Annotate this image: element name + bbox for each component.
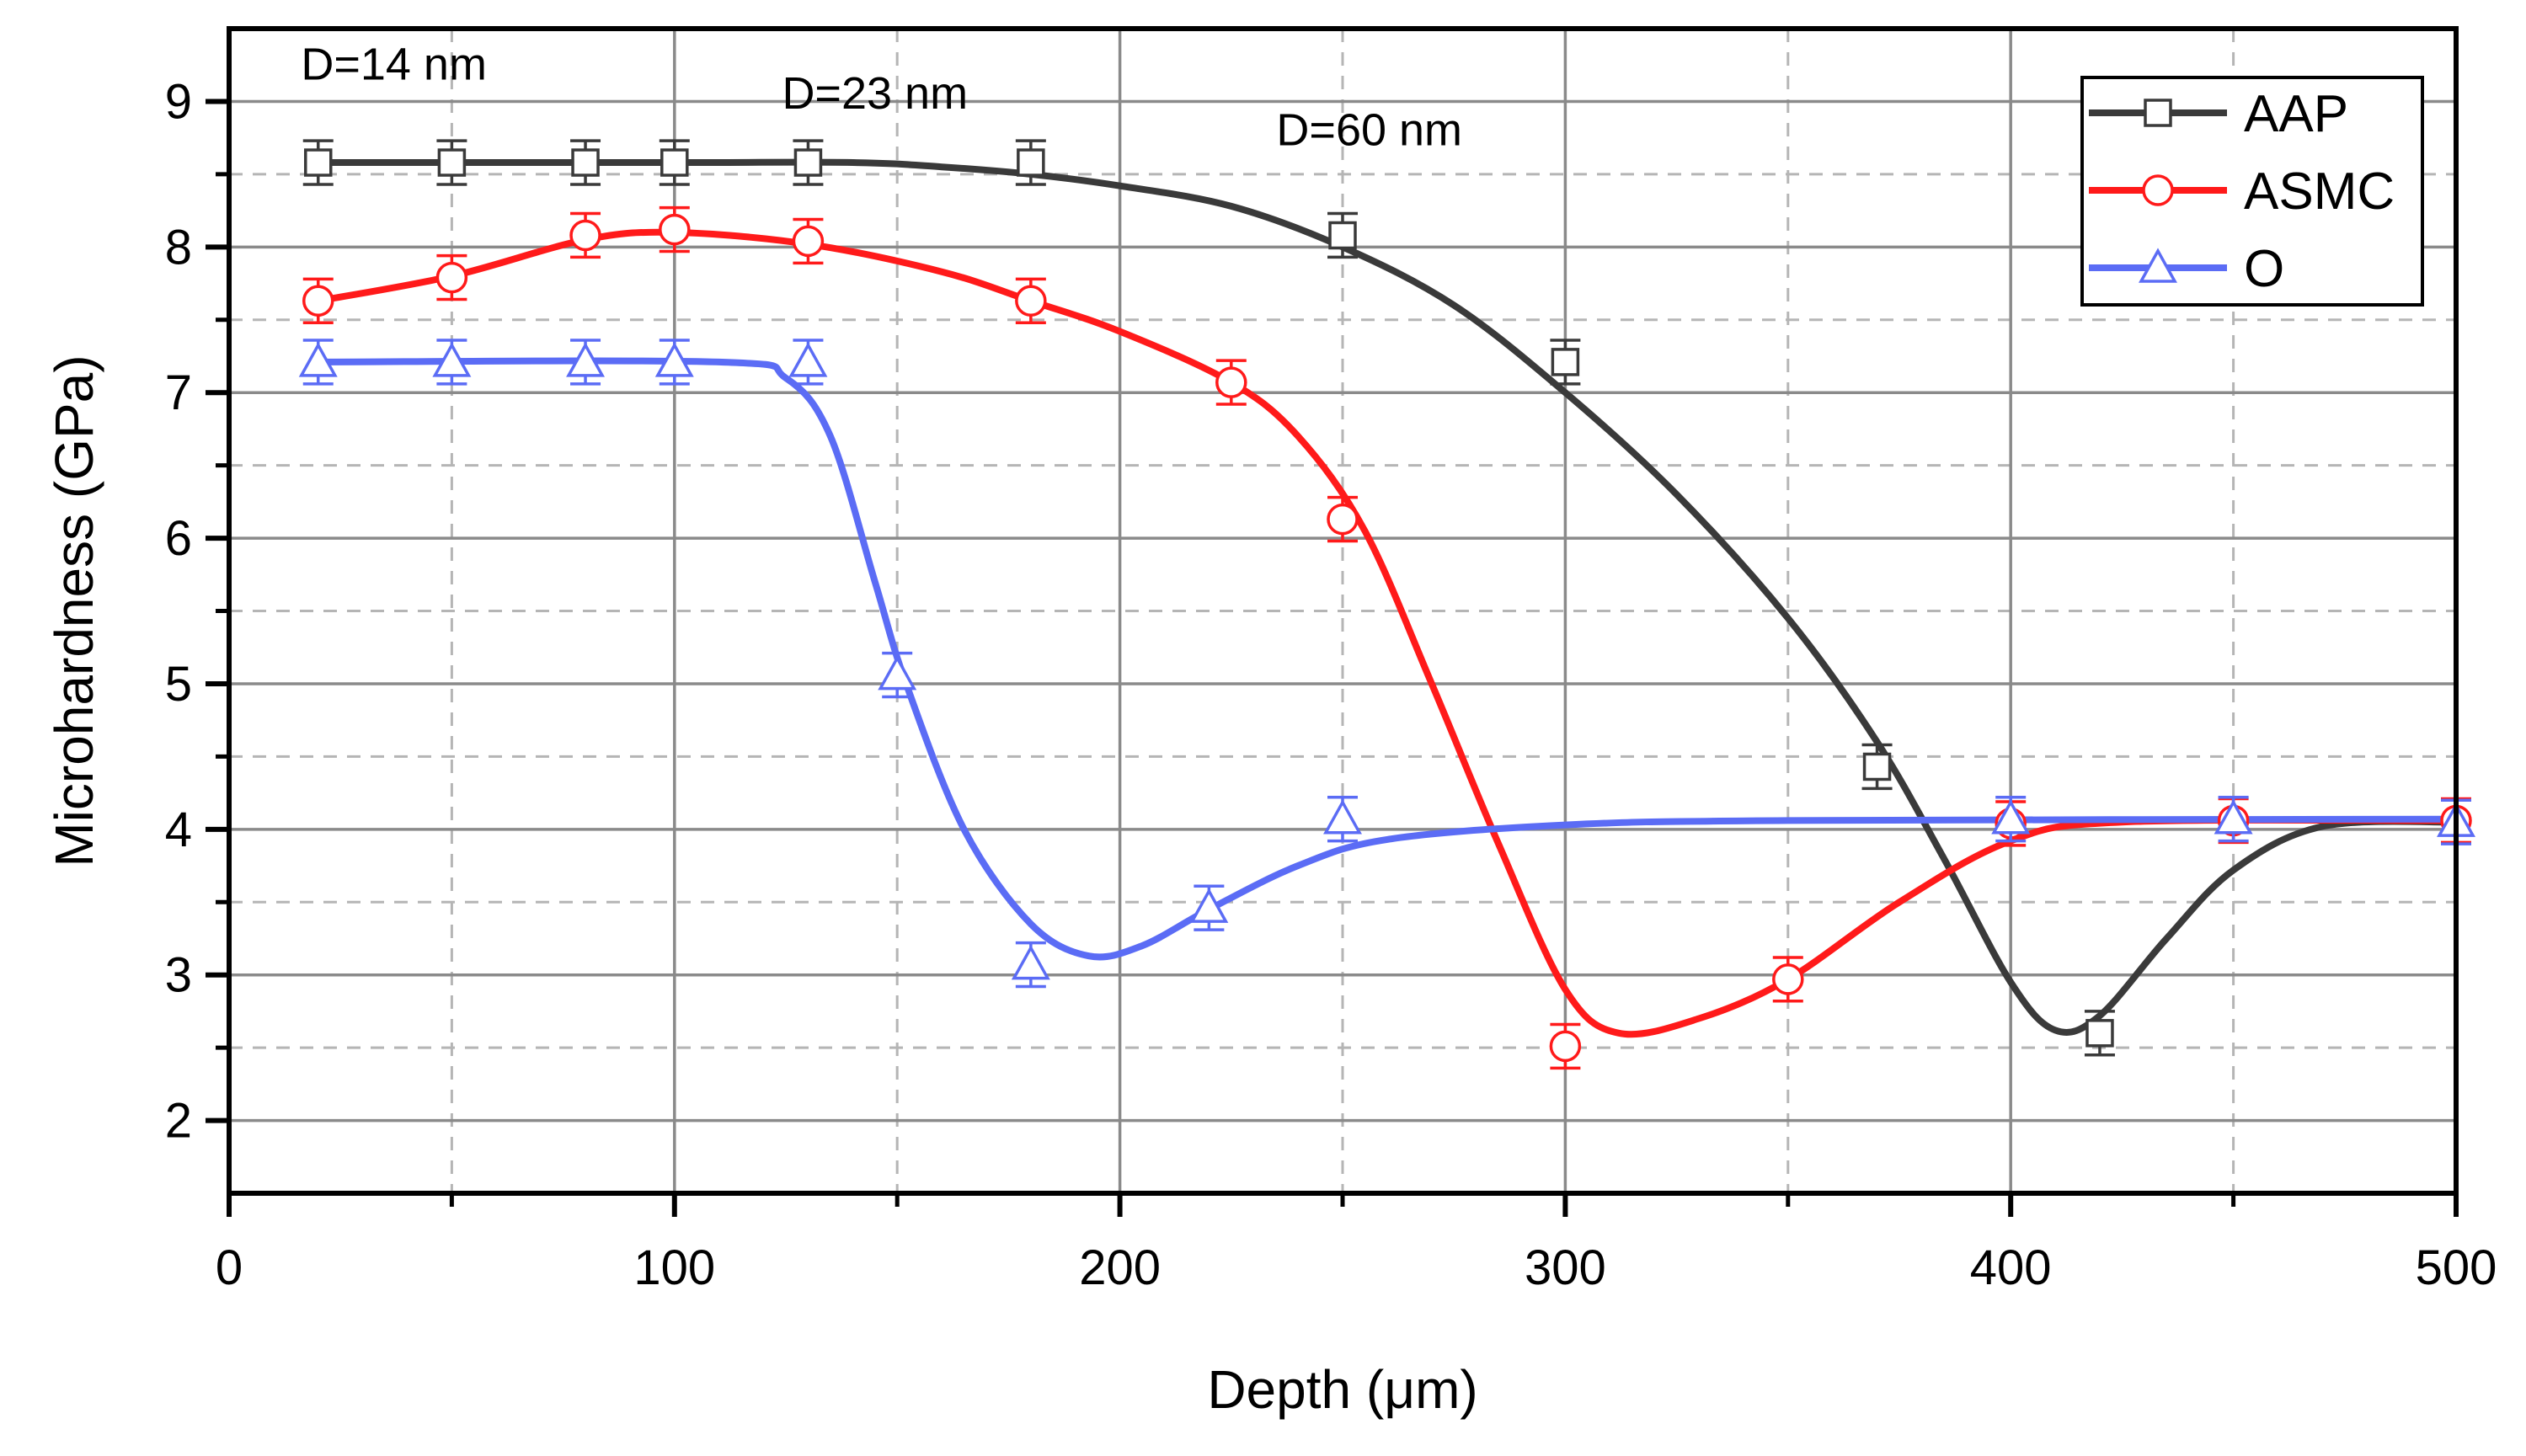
data-point-o — [298, 339, 338, 386]
marker-square — [1551, 348, 1580, 376]
data-point-o — [432, 339, 472, 386]
y-axis-title: Microhardness (GPa) — [44, 355, 104, 867]
data-point-asmc — [1327, 495, 1359, 543]
y-tick-label: 3 — [165, 948, 192, 1003]
data-point-asmc — [1772, 956, 1804, 1003]
x-axis-title: Depth (μm) — [1207, 1359, 1477, 1420]
marker-triangle — [1011, 944, 1050, 980]
series-curves — [314, 158, 2459, 1038]
marker-circle — [435, 261, 468, 294]
data-point-o — [1189, 884, 1229, 931]
marker-triangle — [2214, 799, 2253, 835]
data-point-o — [1323, 796, 1362, 843]
marker-square — [660, 148, 689, 177]
marker-circle — [1015, 285, 1047, 317]
y-tick-label: 9 — [165, 74, 192, 129]
marker-square — [793, 148, 823, 177]
y-tick-label: 5 — [165, 657, 192, 712]
marker-circle — [1327, 503, 1359, 536]
y-tick-label: 2 — [165, 1094, 192, 1149]
annotation-label: D=60 nm — [1276, 104, 1462, 155]
marker-triangle — [1323, 799, 1362, 835]
marker-square — [304, 148, 333, 177]
legend-label-asmc: ASMC — [2244, 163, 2395, 221]
axes: 0 100 200 300 400 500 2 3 4 5 6 7 8 9 — [165, 74, 2497, 1295]
marker-triangle — [654, 342, 694, 377]
x-tick-label: 400 — [1970, 1240, 2052, 1295]
marker-circle — [1549, 1030, 1582, 1063]
data-point-aap — [2084, 1010, 2115, 1057]
data-point-aap — [302, 139, 334, 186]
series-markers — [298, 139, 2475, 1070]
data-point-asmc — [302, 277, 334, 324]
data-point-asmc — [1549, 1022, 1582, 1070]
legend-marker-asmc — [2142, 174, 2174, 206]
x-tick-label: 200 — [1079, 1240, 1161, 1295]
marker-triangle — [432, 342, 472, 377]
data-point-o — [878, 651, 917, 699]
series-line-o — [314, 357, 2459, 961]
y-tick-label: 8 — [165, 220, 192, 275]
y-tick-label: 7 — [165, 365, 192, 420]
data-point-aap — [436, 139, 467, 186]
marker-square — [1862, 752, 1892, 781]
marker-square — [437, 148, 467, 177]
marker-triangle — [788, 342, 828, 377]
series-line-aap — [314, 158, 2459, 1037]
marker-circle — [569, 219, 601, 252]
data-point-aap — [659, 139, 690, 186]
marker-circle — [792, 225, 825, 258]
marker-circle — [302, 285, 334, 317]
data-point-asmc — [569, 211, 601, 259]
series-line-asmc — [314, 228, 2459, 1038]
annotation-label: D=14 nm — [301, 40, 487, 90]
data-point-asmc — [659, 205, 691, 253]
y-tick-label: 6 — [165, 511, 192, 566]
data-point-aap — [1327, 211, 1358, 259]
legend-marker-aap — [2144, 99, 2172, 127]
annotations: D=14 nm D=23 nm D=60 nm — [301, 40, 1462, 156]
annotation-label: D=23 nm — [782, 68, 968, 119]
marker-triangle — [1991, 799, 2031, 835]
x-tick-label: 100 — [633, 1240, 715, 1295]
marker-circle — [659, 213, 691, 246]
data-point-aap — [793, 139, 824, 186]
marker-triangle — [878, 654, 917, 691]
legend: AAP ASMC O — [2080, 76, 2424, 307]
data-point-aap — [1550, 339, 1581, 386]
x-tick-label: 500 — [2416, 1240, 2497, 1295]
marker-square — [571, 148, 600, 177]
data-point-asmc — [1215, 359, 1247, 406]
data-point-aap — [1861, 743, 1893, 791]
marker-square — [1328, 221, 1357, 250]
data-point-o — [566, 339, 606, 386]
data-point-o — [2214, 796, 2253, 843]
data-point-aap — [570, 139, 601, 186]
legend-marker-o — [2139, 248, 2177, 283]
data-point-asmc — [1015, 277, 1047, 324]
x-tick-label: 300 — [1525, 1240, 1606, 1295]
marker-square — [1017, 148, 1045, 177]
marker-triangle — [566, 342, 606, 377]
marker-triangle — [298, 342, 338, 377]
data-point-aap — [1015, 139, 1046, 186]
marker-square — [2085, 1019, 2114, 1048]
x-tick-label: 0 — [216, 1240, 243, 1295]
legend-label-o: O — [2244, 240, 2284, 298]
legend-label-aap: AAP — [2244, 85, 2348, 143]
marker-circle — [1215, 366, 1247, 398]
data-point-o — [1011, 941, 1050, 989]
data-point-o — [1991, 796, 2031, 843]
data-point-asmc — [792, 217, 825, 265]
y-tick-label: 4 — [165, 803, 192, 857]
marker-circle — [1772, 963, 1804, 995]
data-point-asmc — [435, 253, 468, 301]
data-point-o — [654, 339, 694, 386]
data-point-o — [788, 339, 828, 386]
marker-triangle — [1189, 888, 1229, 923]
